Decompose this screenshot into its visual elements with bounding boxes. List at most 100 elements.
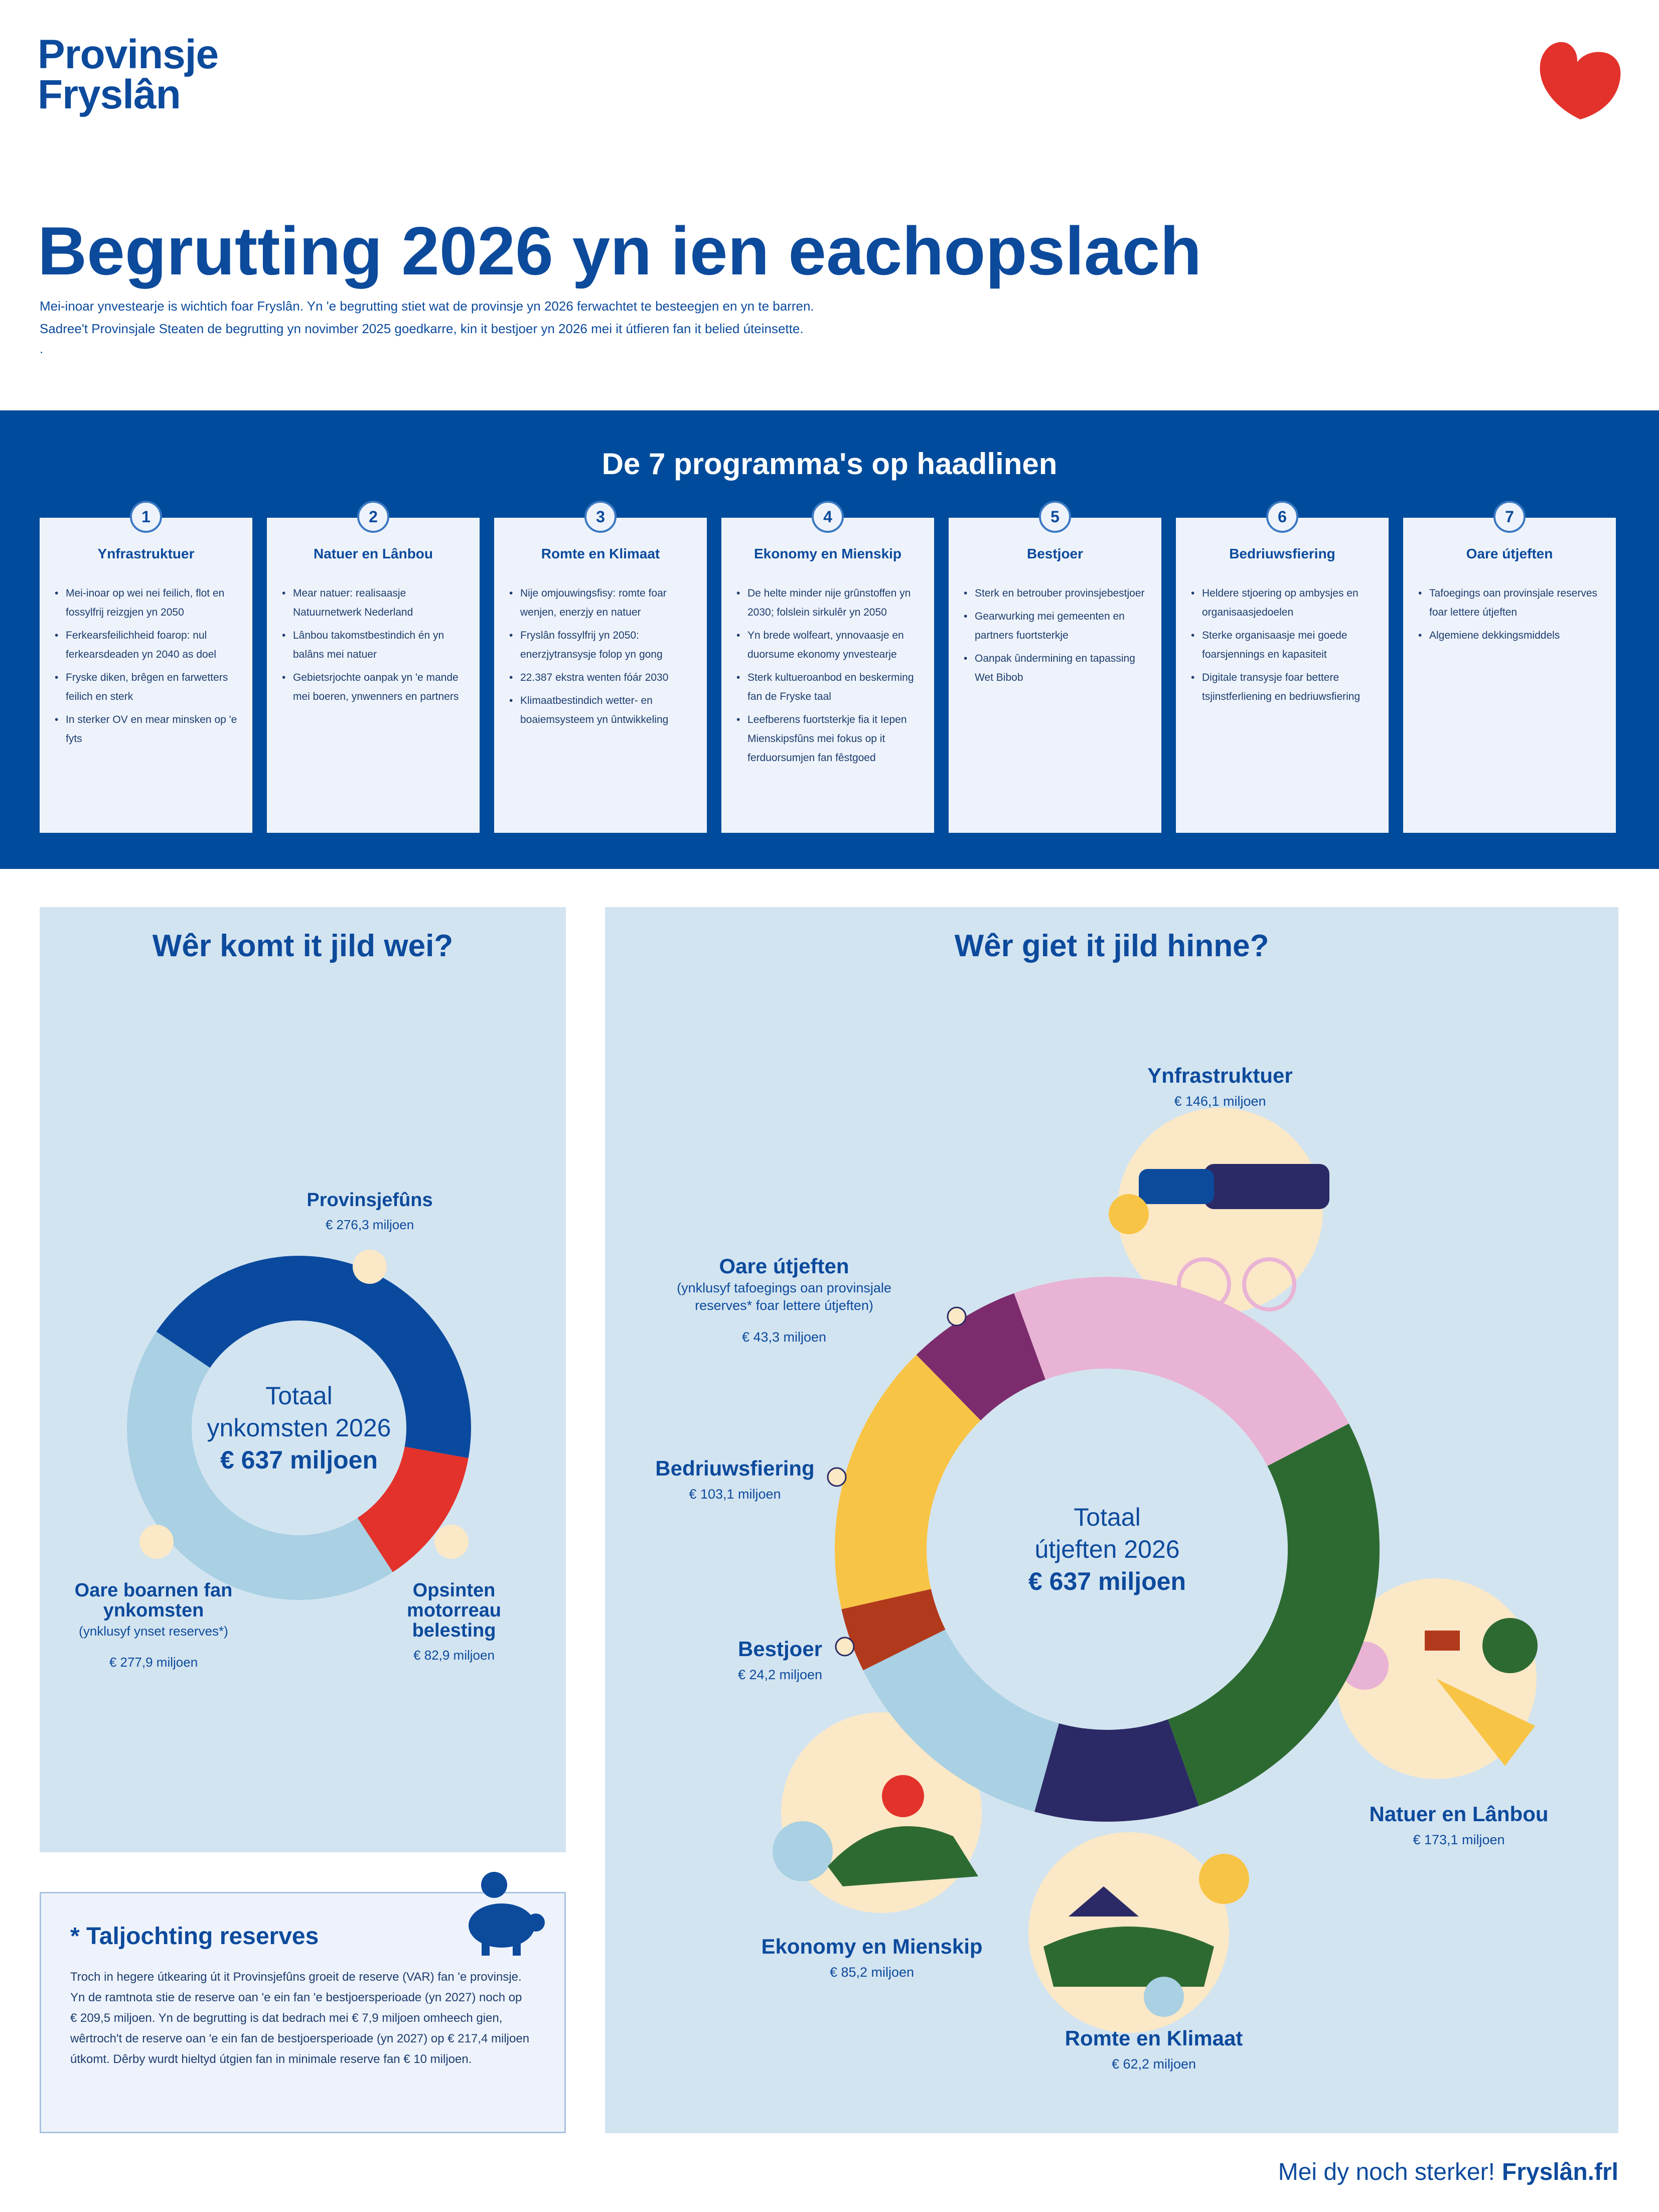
program-point: Algemiene dekkingsmiddels [1418,626,1609,645]
program-number: 2 [357,501,389,533]
program-point: Klimaatbestindich wetter- en boaiemsyste… [509,691,700,729]
land [1043,1927,1214,1987]
program-point: Digitale transysje foar bettere tsjinstf… [1191,668,1382,706]
piggy-bank [469,1872,545,1956]
logo-line: Provinsje [38,32,219,77]
program-point: Leefberens fuortsterkje fia it Iepen Mie… [736,710,927,768]
center-line: Totaal [1074,1503,1141,1531]
program-point: Gebietsrjochte oanpak yn 'e mande mei bo… [282,668,473,706]
value-label: € 85,2 miljoen [829,1965,915,1980]
program-title: Ynfrastruktuer [97,546,195,561]
category-label: Bestjoer € 24,2 miljoen [675,1638,885,1683]
category-label: Provinsjefûns € 276,3 miljoen [264,1190,475,1233]
program-point: Fryske diken, brêgen en farwetters feili… [55,668,245,706]
wheel [1242,1257,1296,1311]
program-point: Oanpak ûndermining en tapassing Wet Bibo… [964,649,1154,687]
donut-segment [156,1255,471,1458]
illustration-bg [1117,1108,1323,1313]
program-title: Oare útjeften [1466,546,1553,561]
program-point: Nije omjouwingsfisy: romte foar wenjen, … [509,584,700,622]
donut-segment [841,1589,946,1671]
program-points: Heldere stjoering op ambysjes en organis… [1191,584,1382,706]
donut-segment [863,1629,1059,1812]
donut-center-text: Totaal útjeften 2026 € 637 miljoen [957,1501,1258,1597]
program-number: 1 [130,501,162,533]
footer-url[interactable]: Fryslân.frl [1501,2159,1618,2185]
intro-line: Mei-inoar ynvestearje is wichtich foar F… [40,299,814,314]
label-marker [827,1467,847,1487]
intro-line: . [40,341,44,356]
program-card: 1 Ynfrastruktuer Mei-inoar op wei nei feil… [40,501,252,833]
page-title: Begrutting 2026 yn ien eachopslach [38,213,1202,289]
recycle [773,1821,833,1881]
category-label: Oare boarnen fan ynkomsten (ynklusyf ynse… [68,1580,239,1670]
program-title: Romte en Klimaat [541,546,660,561]
center-line: ynkomsten 2026 [207,1414,391,1442]
program-card: 4 Ekonomy en Mienskip De helte minder nije… [721,501,934,833]
program-title: Natuer en Lânbou [313,546,433,561]
program-card: 3 Romte en Klimaat Nije omjouwingsfisy: ro… [494,501,707,833]
program-number: 7 [1493,501,1526,533]
label-marker [434,1525,469,1559]
program-point: Heldere stjoering op ambysjes en organis… [1191,584,1382,622]
pig-leg [482,1941,490,1956]
footer: Mei dy noch sterker! Fryslân.frl [1278,2158,1618,2186]
donut-segment [916,1293,1045,1421]
value-label: € 62,2 miljoen [1111,2056,1196,2072]
center-line: € 637 miljoen [220,1446,378,1474]
program-card: 5 Bestjoer Sterk en betrouber provinsjebes… [949,501,1161,833]
category-name: Romte en Klimaat [1065,2026,1243,2050]
program-point: Fryslân fossylfrij yn 2050: enerzjytrans… [509,626,700,664]
center-line: Totaal [265,1382,333,1410]
program-points: Sterk en betrouber provinsjebestjoer Gear… [964,584,1154,687]
tree [1482,1618,1538,1673]
pig-body [469,1903,535,1948]
program-point: Ferkearsfeilichheid foarop: nul ferkears… [55,626,245,664]
income-panel [40,907,566,1852]
speech [882,1775,924,1817]
note-text: Troch in hegere útkearing út it Provinsj… [70,1970,530,2066]
program-point: Sterk kultueroanbod en beskerming fan de… [736,668,927,706]
donut-segment [126,1332,393,1600]
program-point: In sterker OV en mear minsken op 'e fyts [55,710,245,749]
category-name: Opsinten motorreau belesting [407,1580,501,1641]
program-number: 6 [1266,501,1298,533]
drop [1144,1977,1184,2017]
program-point: Sterk en betrouber provinsjebestjoer [964,584,1154,603]
program-title: Bestjoer [1026,546,1084,561]
category-label: Oare útjeften (ynklusyf tafoegings oan pr… [644,1255,925,1345]
program-points: De helte minder nije grûnstoffen yn 2030… [736,584,927,768]
label-marker [835,1637,855,1657]
category-label: Ynfrastruktuer € 146,1 miljoen [1090,1065,1350,1109]
hill [828,1826,978,1886]
donut-segment [835,1355,981,1609]
program-point: 22.387 ekstra wenten fóár 2030 [509,668,700,687]
coin [481,1872,507,1898]
center-line: € 637 miljoen [1028,1567,1186,1595]
category-label: Ekonomy en Mienskip € 85,2 miljoen [726,1936,1017,1980]
program-card: 7 Oare útjeften Tafoegings oan provinsjale… [1403,501,1616,833]
program-number: 4 [812,501,844,533]
program-card: 6 Bedriuwsfiering Heldere stjoering op amb… [1176,501,1389,833]
category-label: Bedriuwsfiering € 103,1 miljoen [620,1457,850,1502]
programs-title: De 7 programma's op haadlinen [601,447,1058,481]
category-name: Bestjoer [737,1637,823,1661]
label-marker [353,1250,387,1284]
donut-center-text: Totaal ynkomsten 2026 € 637 miljoen [199,1380,399,1476]
program-point: Mei-inoar op wei nei feilich, flot en fo… [55,584,245,622]
program-points: Tafoegings oan provinsjale reserves foar… [1418,584,1609,645]
heart-logo [1540,42,1621,119]
logo-line: Fryslân [38,72,181,117]
category-name: Ynfrastruktuer [1147,1064,1293,1087]
bus [1204,1164,1329,1209]
donut-segment [357,1446,469,1572]
intro-line: Sadree't Provinsjale Steaten de begrutti… [40,321,804,336]
category-label: Romte en Klimaat € 62,2 miljoen [1023,2027,1284,2072]
donut-segment [1014,1277,1349,1466]
program-points: Mear natuer: realisaasje Natuurnetwerk N… [282,584,473,706]
category-name: Ekonomy en Mienskip [761,1935,983,1958]
category-note: (ynklusyf tafoegings oan provinsjale res… [677,1280,891,1313]
value-label: € 82,9 miljoen [413,1648,495,1663]
program-point: De helte minder nije grûnstoffen yn 2030… [736,584,927,622]
